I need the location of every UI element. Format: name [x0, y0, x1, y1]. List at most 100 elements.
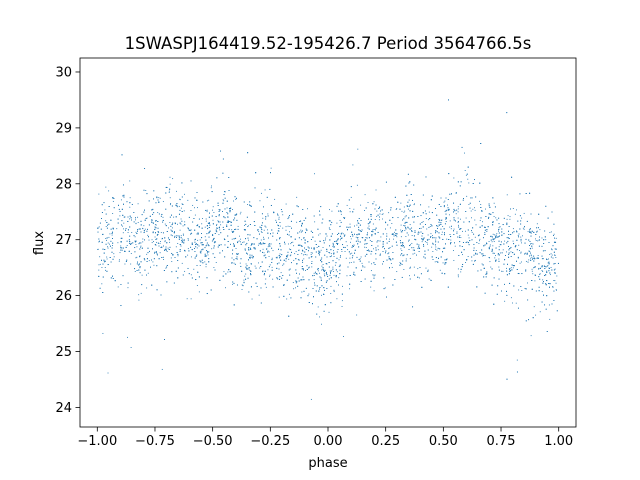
data-point: [436, 214, 438, 216]
data-point: [301, 279, 303, 281]
data-point: [236, 219, 238, 221]
data-point: [490, 239, 492, 241]
data-point: [469, 207, 471, 209]
data-point: [297, 206, 299, 208]
data-point: [212, 219, 214, 221]
data-point: [457, 206, 459, 208]
data-point: [525, 320, 527, 322]
data-point: [100, 228, 102, 230]
data-point: [195, 238, 196, 240]
data-point: [393, 238, 394, 240]
data-point: [308, 267, 310, 269]
data-point: [525, 252, 527, 254]
data-point: [308, 293, 310, 295]
data-point: [307, 246, 309, 248]
data-point: [173, 216, 175, 218]
data-point: [552, 286, 554, 288]
data-point: [312, 236, 314, 238]
data-point: [245, 244, 247, 246]
data-point: [301, 225, 303, 227]
data-point: [99, 256, 101, 258]
data-point: [295, 258, 297, 260]
data-point: [462, 230, 463, 232]
data-point: [506, 267, 507, 269]
data-point: [279, 278, 281, 280]
data-point: [308, 302, 310, 303]
data-point: [541, 270, 543, 271]
data-point: [122, 232, 124, 234]
data-point: [151, 219, 153, 221]
data-point: [278, 248, 279, 250]
data-point: [211, 215, 213, 217]
data-point: [516, 239, 518, 241]
data-point: [126, 245, 128, 246]
data-point: [373, 262, 375, 264]
data-point: [370, 253, 372, 255]
data-point: [459, 185, 461, 187]
data-point: [382, 246, 384, 248]
data-point: [249, 201, 251, 203]
data-point: [286, 298, 288, 300]
data-point: [368, 249, 369, 251]
data-point: [144, 259, 146, 261]
data-point: [246, 242, 248, 244]
data-point: [247, 152, 249, 154]
data-point: [316, 313, 318, 315]
data-point: [276, 256, 278, 258]
data-point: [422, 232, 424, 234]
data-point: [205, 220, 207, 222]
data-point: [263, 229, 265, 231]
data-point: [151, 209, 153, 211]
data-point: [340, 213, 342, 215]
data-point: [510, 297, 512, 299]
data-point: [392, 284, 394, 286]
data-point: [436, 260, 438, 262]
data-point: [501, 252, 503, 254]
data-point: [285, 229, 287, 231]
data-point: [424, 210, 426, 212]
data-point: [385, 228, 386, 230]
data-point: [211, 191, 213, 193]
data-point: [473, 254, 475, 256]
data-point: [372, 229, 374, 231]
data-point: [286, 255, 288, 256]
data-point: [260, 266, 262, 267]
data-point: [460, 271, 462, 273]
data-point: [349, 257, 351, 259]
data-point: [389, 227, 391, 229]
data-point: [484, 226, 486, 228]
data-point: [501, 234, 503, 236]
data-point: [190, 274, 192, 276]
data-point: [98, 240, 100, 242]
data-point: [550, 267, 552, 268]
data-point: [471, 239, 473, 241]
data-point: [504, 240, 506, 242]
data-point: [299, 273, 300, 275]
data-point: [372, 274, 374, 276]
data-point: [380, 236, 382, 238]
data-point: [310, 398, 312, 400]
data-point: [117, 286, 119, 288]
data-point: [494, 206, 496, 208]
data-point: [208, 261, 210, 263]
data-point: [297, 285, 299, 287]
data-point: [244, 229, 246, 231]
data-point: [508, 273, 510, 275]
data-point: [183, 210, 185, 212]
data-point: [486, 271, 488, 273]
data-point: [389, 267, 390, 269]
data-point: [499, 244, 501, 246]
data-point: [396, 271, 398, 273]
data-point: [250, 256, 252, 258]
data-point: [509, 282, 511, 284]
data-point: [342, 233, 344, 235]
data-point: [224, 197, 226, 199]
data-point: [464, 152, 465, 154]
data-point: [177, 277, 179, 279]
data-point: [147, 228, 149, 230]
data-point: [507, 263, 508, 265]
data-point: [394, 196, 396, 198]
data-point: [262, 248, 264, 250]
data-point: [439, 248, 441, 250]
data-point: [525, 193, 527, 194]
